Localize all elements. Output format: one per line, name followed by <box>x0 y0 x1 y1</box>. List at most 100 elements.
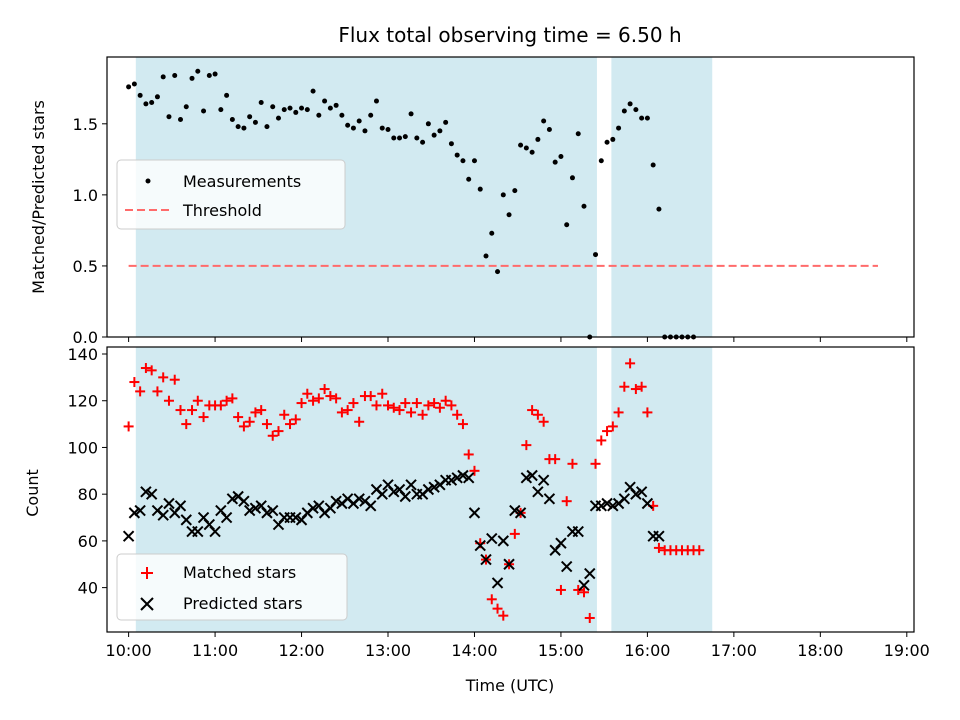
matched-star-point <box>492 603 503 614</box>
predicted-star-point <box>388 486 400 498</box>
predicted-star-point <box>353 493 365 505</box>
measurement-point <box>431 132 437 138</box>
matched-star-point <box>192 395 203 406</box>
measurement-point <box>327 105 333 111</box>
matched-star-point <box>411 398 422 409</box>
matched-star-point <box>613 407 624 418</box>
matched-star-point <box>452 409 463 420</box>
predicted-star-point <box>555 537 567 549</box>
matched-star-point <box>590 458 601 469</box>
predicted-star-point <box>376 488 388 500</box>
predicted-star-point <box>601 497 613 510</box>
matched-star-point <box>555 584 566 595</box>
predicted-star-point <box>422 483 435 496</box>
x-tick-label: 15:00 <box>538 641 584 660</box>
predicted-star-point <box>537 474 550 486</box>
matched-star-point <box>331 393 342 404</box>
x-tick-label: 17:00 <box>711 641 757 660</box>
measurement-point <box>189 75 195 81</box>
matched-star-point <box>423 400 434 411</box>
predicted-star-point <box>128 507 141 519</box>
matched-star-point <box>233 412 244 423</box>
measurement-point <box>489 230 495 236</box>
measurement-point <box>448 141 454 147</box>
matched-star-point <box>653 542 664 553</box>
predicted-star-point <box>578 579 590 591</box>
matched-star-point <box>440 395 451 406</box>
top-y-tick-label: 1.5 <box>73 115 98 134</box>
predicted-star-point <box>607 500 619 512</box>
matched-star-point <box>354 416 365 427</box>
measurement-point <box>483 253 489 259</box>
predicted-star-point <box>226 493 239 505</box>
top-panel: 0.0 0.5 1.0 1.5 Matched/Predicted stars Mea… <box>29 56 915 347</box>
measurement-point <box>333 102 339 108</box>
matched-star-point <box>342 405 353 416</box>
measurement-point <box>633 107 639 113</box>
measurement-point <box>270 104 276 110</box>
measurement-point <box>506 212 512 218</box>
matched-star-point <box>619 381 630 392</box>
measurement-point <box>143 101 149 107</box>
predicted-legend-label: Predicted stars <box>183 594 303 613</box>
x-tick-label: 14:00 <box>451 641 497 660</box>
matched-star-point <box>561 496 572 507</box>
matched-legend-marker <box>141 567 153 579</box>
measurement-point <box>644 115 650 121</box>
predicted-star-point <box>653 530 665 542</box>
predicted-star-point <box>365 500 377 512</box>
matched-star-point <box>336 407 347 418</box>
predicted-star-point <box>163 497 175 510</box>
measurements-legend-label: Measurements <box>183 172 301 191</box>
x-tick-label: 19:00 <box>884 641 930 660</box>
matched-legend-label: Matched stars <box>183 563 296 582</box>
bottom-y-tick-label: 60 <box>78 532 98 551</box>
predicted-star-point <box>509 504 521 517</box>
predicted-star-point <box>520 472 533 484</box>
measurement-point <box>252 119 258 125</box>
predicted-star-point <box>635 486 648 498</box>
matched-star-point <box>175 405 186 416</box>
measurement-point <box>299 105 305 111</box>
predicted-star-point <box>174 500 187 512</box>
bottom-legend-box <box>116 553 348 621</box>
matched-star-point <box>181 419 192 430</box>
matched-star-point <box>296 398 307 409</box>
predicted-star-point <box>307 502 319 514</box>
x-tick-label: 16:00 <box>624 641 670 660</box>
matched-star-point <box>348 398 359 409</box>
predicted-star-point <box>249 502 262 514</box>
measurement-point <box>414 135 420 141</box>
matched-star-point <box>434 402 445 413</box>
x-tick-label: 10:00 <box>106 641 152 660</box>
measurement-point <box>639 115 645 121</box>
predicted-star-point <box>532 486 544 498</box>
matched-star-point <box>163 395 174 406</box>
predicted-star-point <box>486 532 498 545</box>
measurement-point <box>287 105 293 111</box>
measurement-point <box>512 188 518 194</box>
measurement-point <box>126 84 132 90</box>
predicted-star-point <box>572 525 584 538</box>
matched-star-point <box>446 400 457 411</box>
measurement-point <box>362 128 368 134</box>
matched-star-point <box>596 435 607 446</box>
matched-star-point <box>417 409 428 420</box>
predicted-star-point <box>497 535 510 547</box>
matched-star-point <box>573 584 584 595</box>
top-observing-span-2 <box>611 57 713 337</box>
matched-star-point <box>625 358 636 369</box>
measurement-point <box>523 145 529 151</box>
measurement-point <box>454 152 460 158</box>
predicted-star-point <box>428 481 440 493</box>
measurement-point <box>183 104 189 110</box>
matched-star-point <box>256 405 267 416</box>
matched-star-point <box>607 421 618 432</box>
measurement-point <box>610 136 616 142</box>
measurement-point <box>402 134 408 140</box>
predicted-star-point <box>457 469 469 482</box>
predicted-star-point <box>330 495 342 507</box>
bottom-y-tick-label: 100 <box>67 438 98 457</box>
threshold-legend-label: Threshold <box>182 201 262 220</box>
